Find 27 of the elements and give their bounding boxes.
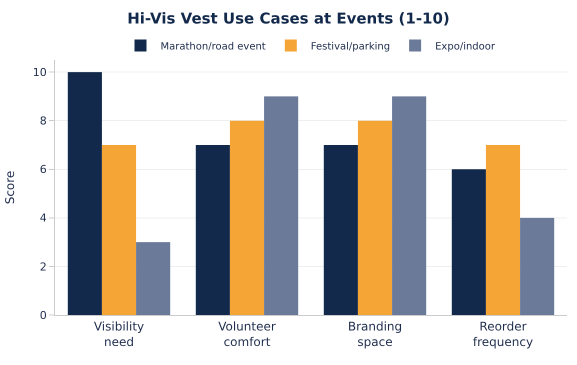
bar bbox=[392, 96, 426, 315]
x-tick-label: Volunteer comfort bbox=[218, 319, 276, 349]
bar bbox=[230, 120, 264, 315]
y-tick-label: 10 bbox=[32, 66, 47, 79]
x-tick-label: Visibility need bbox=[94, 319, 144, 349]
y-tick-label: 8 bbox=[40, 114, 47, 128]
y-axis-title: Score bbox=[3, 170, 18, 204]
x-tick-label: Reorder frequency bbox=[472, 319, 534, 349]
legend-label: Expo/indoor bbox=[435, 41, 496, 52]
y-tick-label: 4 bbox=[40, 212, 47, 225]
bar bbox=[102, 145, 136, 315]
x-tick-label: Branding space bbox=[348, 319, 402, 349]
bar bbox=[358, 120, 392, 315]
bar bbox=[264, 96, 298, 315]
bar bbox=[324, 145, 358, 315]
bar bbox=[452, 169, 486, 315]
bar bbox=[520, 218, 554, 315]
y-tick-label: 6 bbox=[40, 163, 47, 176]
bar bbox=[486, 145, 520, 315]
y-tick-label: 2 bbox=[40, 260, 47, 274]
bar bbox=[196, 145, 230, 315]
y-tick-label: 0 bbox=[40, 308, 47, 322]
chart-title: Hi-Vis Vest Use Cases at Events (1-10) bbox=[127, 9, 450, 28]
legend-label: Festival/parking bbox=[310, 41, 390, 52]
bar bbox=[136, 242, 170, 315]
bar bbox=[68, 72, 102, 315]
legend-label: Marathon/road event bbox=[160, 41, 266, 52]
